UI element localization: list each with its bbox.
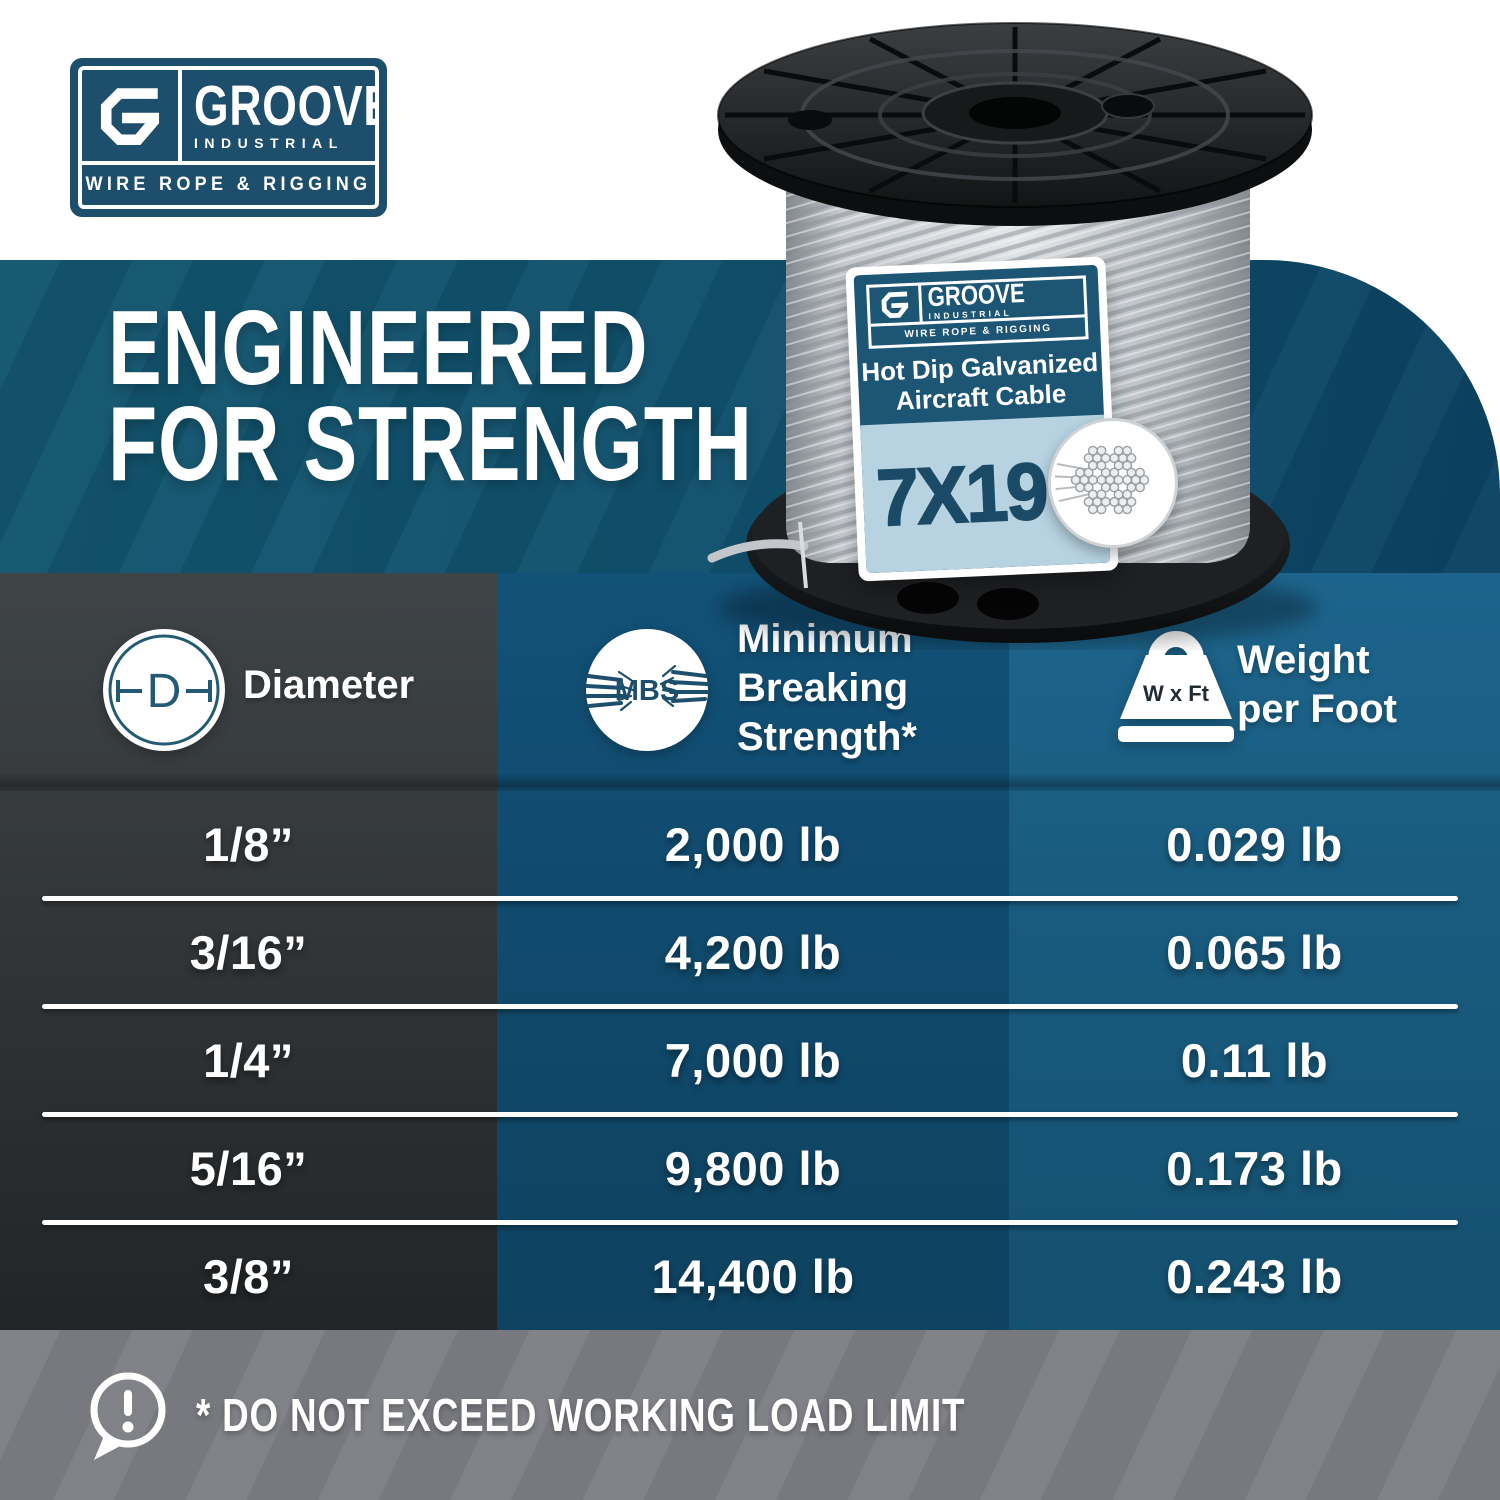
diameter-icon: D xyxy=(103,629,225,751)
cell-mbs: 2,000 lb xyxy=(664,817,842,871)
mbs-icon-text: MBS xyxy=(615,675,679,707)
hero-headline-line1: ENGINEERED xyxy=(108,289,649,407)
cell-diameter: 3/8” xyxy=(203,1249,294,1303)
row-divider xyxy=(42,1004,1458,1009)
table-row: 5/16” 9,800 lb 0.173 lb xyxy=(0,1114,1500,1222)
column-header-diameter: Diameter xyxy=(243,663,415,707)
hero-headline: ENGINEERED FOR STRENGTH xyxy=(108,289,753,503)
cell-diameter: 5/16” xyxy=(189,1141,308,1195)
cell-weight: 0.173 lb xyxy=(1166,1141,1343,1195)
cell-weight: 0.065 lb xyxy=(1166,925,1343,979)
cell-mbs: 14,400 lb xyxy=(651,1249,855,1303)
table-row: 3/16” 4,200 lb 0.065 lb xyxy=(0,898,1500,1006)
column-bg-mbs xyxy=(497,573,1009,1330)
column-header-weight: Weight per Foot xyxy=(1237,638,1397,731)
warning-text: * DO NOT EXCEED WORKING LOAD LIMIT xyxy=(196,1389,966,1441)
cell-mbs: 7,000 lb xyxy=(664,1033,842,1087)
cell-diameter: 1/8” xyxy=(203,817,294,871)
cell-diameter: 1/4” xyxy=(203,1033,294,1087)
cell-weight: 0.243 lb xyxy=(1166,1249,1343,1303)
row-divider xyxy=(42,896,1458,901)
brand-name: GROOVE xyxy=(194,74,375,138)
brand-logo-mark-cell xyxy=(82,70,182,161)
table-row: 1/8” 2,000 lb 0.029 lb xyxy=(0,790,1500,898)
table-row: 3/8” 14,400 lb 0.243 lb xyxy=(0,1222,1500,1330)
mbs-icon: MBS xyxy=(585,629,709,751)
cell-mbs: 4,200 lb xyxy=(664,925,842,979)
cell-weight: 0.029 lb xyxy=(1166,817,1343,871)
footer-warning-band: * DO NOT EXCEED WORKING LOAD LIMIT xyxy=(0,1330,1500,1500)
brand-tagline-strip: WIRE ROPE & RIGGING xyxy=(82,161,375,205)
groove-g-icon xyxy=(100,87,160,145)
table-header-shadow xyxy=(0,773,1500,791)
cell-diameter: 3/16” xyxy=(189,925,308,979)
weight-icon: W x Ft xyxy=(1118,631,1234,742)
row-divider xyxy=(42,1112,1458,1117)
column-bg-weight xyxy=(1009,573,1500,1330)
spool-label-logo-mark-cell xyxy=(869,285,923,324)
cable-cross-section-icon xyxy=(1048,418,1178,548)
hero-headline-line2: FOR STRENGTH xyxy=(108,385,753,503)
cell-weight: 0.11 lb xyxy=(1180,1033,1329,1087)
spool-label-tagline: WIRE ROPE & RIGGING xyxy=(904,322,1053,341)
spool-label-product-title: Hot Dip Galvanized Aircraft Cable xyxy=(857,347,1103,418)
cable-cross-section-drawing xyxy=(1054,445,1150,515)
brand-logo-name-cell: GROOVE INDUSTRIAL xyxy=(182,70,375,161)
column-bg-diameter xyxy=(0,573,497,1330)
spool-label-inner: GROOVE INDUSTRIAL WIRE ROPE & RIGGING Ho… xyxy=(853,264,1111,574)
spool-label-logo: GROOVE INDUSTRIAL WIRE ROPE & RIGGING xyxy=(866,275,1089,349)
spec-table: D Diameter MBS Minimum Breaking Strength… xyxy=(0,573,1500,1330)
spool-product-label: GROOVE INDUSTRIAL WIRE ROPE & RIGGING Ho… xyxy=(845,256,1119,582)
row-divider xyxy=(42,1220,1458,1225)
weight-icon-text: W x Ft xyxy=(1143,681,1210,706)
brand-logo: GROOVE INDUSTRIAL WIRE ROPE & RIGGING xyxy=(70,58,387,217)
groove-g-icon xyxy=(881,291,908,319)
cell-mbs: 9,800 lb xyxy=(664,1141,842,1195)
column-header-mbs: Minimum Breaking Strength* xyxy=(737,617,917,759)
construction-code: 7X19 xyxy=(874,445,1050,543)
brand-tagline: WIRE ROPE & RIGGING xyxy=(85,174,372,195)
diameter-icon-letter: D xyxy=(147,665,182,718)
brand-subtitle: INDUSTRIAL xyxy=(194,135,344,151)
cable-spool-photo: GROOVE INDUSTRIAL WIRE ROPE & RIGGING Ho… xyxy=(690,10,1340,650)
table-row: 1/4” 7,000 lb 0.11 lb xyxy=(0,1006,1500,1114)
brand-logo-frame: GROOVE INDUSTRIAL WIRE ROPE & RIGGING xyxy=(78,66,379,209)
warning-icon xyxy=(90,1372,166,1460)
